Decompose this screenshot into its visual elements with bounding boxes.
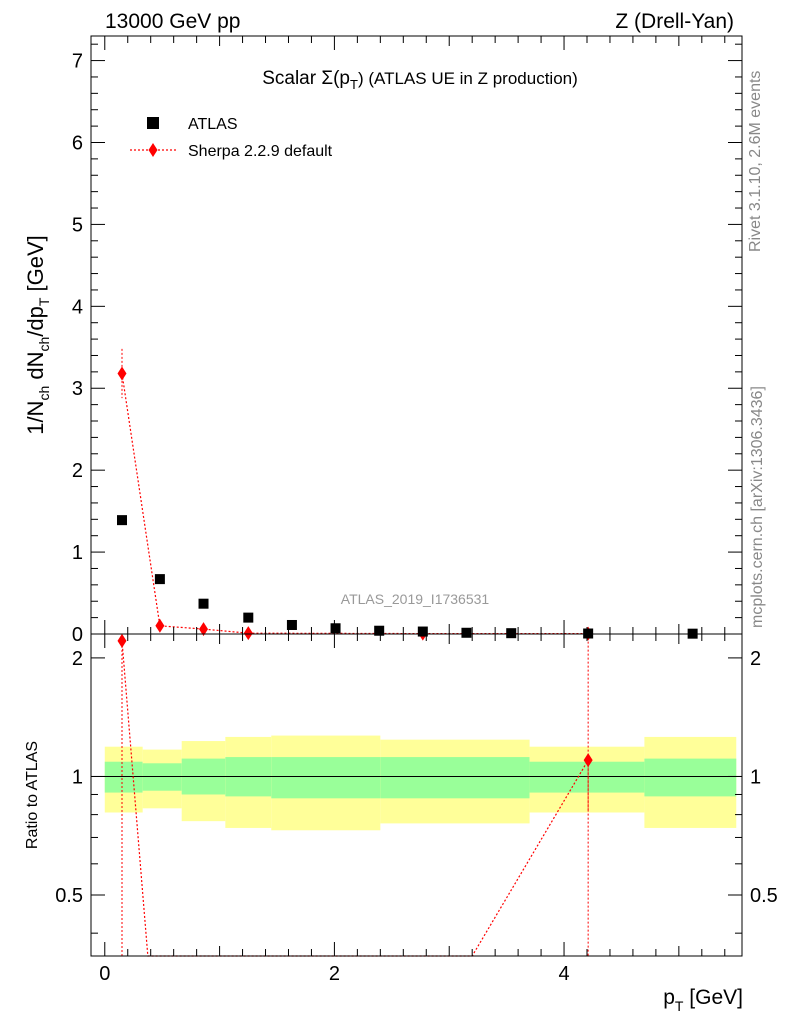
legend-marker-atlas: [147, 117, 159, 129]
ratio-marks: [91, 633, 742, 957]
data-point: [198, 598, 209, 609]
data-point: [243, 612, 254, 623]
uncertainty-band-inner: [104, 761, 143, 793]
main-ytick-label: 4: [72, 296, 83, 318]
main-ytick-label: 5: [72, 214, 83, 236]
main-ytick-label: 2: [72, 460, 83, 482]
ratio-panel: 0 2 4 0.5 0.5 1 1 2 2 Ratio to ATLAS pT [GeV]: [24, 633, 778, 1014]
mc-point: [243, 626, 253, 641]
ratio-ytick-label-right: 2: [750, 648, 761, 670]
legend-label-sherpa: Sherpa 2.2.9 default: [188, 143, 333, 160]
uncertainty-band-inner: [644, 758, 737, 797]
ratio-ytick-label: 1: [72, 766, 83, 788]
rivet-info: Rivet 3.1.10, 2.6M events: [747, 71, 764, 252]
main-ytick-label: 1: [72, 542, 83, 564]
header-right: Z (Drell-Yan): [615, 10, 734, 33]
main-ytick-label: 3: [72, 378, 83, 400]
ratio-ylabel: Ratio to ATLAS: [24, 741, 41, 849]
data-point: [461, 627, 472, 638]
legend-label-atlas: ATLAS: [188, 116, 238, 133]
mc-point: [199, 622, 209, 637]
main-panel: 0 1 2 3 4 5 6 7 Scalar Σ(pT) (ATLAS UE in Z pro…: [23, 35, 743, 646]
data-point: [330, 623, 341, 634]
data-point: [506, 628, 517, 639]
xtick-label: 2: [329, 963, 340, 985]
main-ytick-label: 7: [72, 51, 83, 73]
data-point: [374, 625, 385, 636]
main-axes: 0 1 2 3 4 5 6 7: [72, 36, 742, 646]
xtick-label: 0: [99, 963, 110, 985]
xtick-label: 4: [558, 963, 569, 985]
ratio-ytick-label-right: 0.5: [750, 885, 778, 907]
uncertainty-band-inner: [142, 763, 182, 791]
uncertainty-band-inner: [271, 757, 381, 799]
ratio-ytick-label: 2: [72, 648, 83, 670]
data-point: [286, 619, 297, 630]
ratio-ytick-label: 0.5: [55, 885, 83, 907]
legend: ATLAS Sherpa 2.2.9 default: [130, 116, 333, 160]
ratio-axes: 0 2 4 0.5 0.5 1 1 2 2: [55, 634, 778, 985]
x-axis-label: pT [GeV]: [663, 986, 743, 1014]
main-ytick-label: 0: [72, 624, 83, 646]
uncertainty-band-inner: [380, 757, 530, 799]
uncertainty-band-inner: [529, 761, 645, 793]
data-point: [154, 574, 165, 585]
main-ylabel: 1/Nch dNch/dpT [GeV]: [23, 235, 52, 435]
data-point: [417, 626, 428, 637]
mc-ratio-point: [117, 633, 127, 648]
mc-ratio-point: [583, 753, 593, 768]
ratio-ytick-label-right: 1: [750, 766, 761, 788]
mc-point: [117, 366, 127, 381]
analysis-watermark: ATLAS_2019_I1736531: [341, 591, 490, 607]
data-point: [117, 515, 127, 526]
header-left: 13000 GeV pp: [105, 10, 240, 33]
ratio-frame: [90, 633, 743, 957]
legend-marker-sherpa: [148, 143, 158, 157]
main-title: Scalar Σ(pT) (ATLAS UE in Z production): [262, 68, 578, 92]
mc-point: [155, 618, 165, 633]
main-ytick-label: 6: [72, 132, 83, 154]
mcplots-info: mcplots.cern.ch [arXiv:1306.3436]: [749, 386, 766, 628]
